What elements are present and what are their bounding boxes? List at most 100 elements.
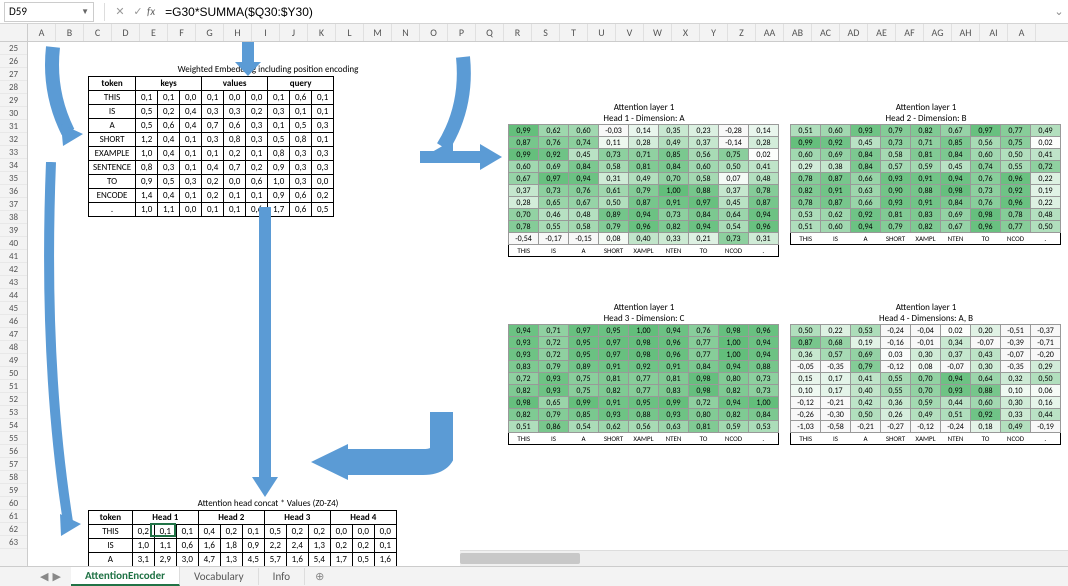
worksheet[interactable]: Weighted Embedding including position en…: [28, 42, 1068, 566]
col-header[interactable]: AI: [980, 24, 1008, 41]
row-header[interactable]: 35: [0, 172, 27, 185]
name-box[interactable]: D59 ▼: [4, 2, 94, 22]
col-header[interactable]: AG: [924, 24, 952, 41]
embedding-cell: 0,6: [290, 91, 312, 105]
col-header[interactable]: Q: [476, 24, 504, 41]
col-header[interactable]: AC: [812, 24, 840, 41]
fx-icon[interactable]: fx: [147, 5, 155, 18]
col-header[interactable]: K: [308, 24, 336, 41]
col-header[interactable]: AE: [868, 24, 896, 41]
row-header[interactable]: 33: [0, 146, 27, 159]
row-header[interactable]: 43: [0, 276, 27, 289]
col-header[interactable]: N: [392, 24, 420, 41]
tab-vocabulary[interactable]: Vocabulary: [180, 568, 259, 585]
col-header[interactable]: R: [504, 24, 532, 41]
heatmap-cell: 0,51: [791, 221, 821, 233]
row-header[interactable]: 34: [0, 159, 27, 172]
row-header[interactable]: 38: [0, 211, 27, 224]
tab-prev-icon[interactable]: ◀: [40, 570, 48, 583]
row-header[interactable]: 28: [0, 81, 27, 94]
row-header[interactable]: 41: [0, 250, 27, 263]
col-header[interactable]: T: [560, 24, 588, 41]
col-header[interactable]: L: [336, 24, 364, 41]
row-header[interactable]: 27: [0, 68, 27, 81]
col-header[interactable]: F: [168, 24, 196, 41]
col-header[interactable]: J: [280, 24, 308, 41]
col-header[interactable]: V: [616, 24, 644, 41]
col-header[interactable]: U: [588, 24, 616, 41]
col-header[interactable]: S: [532, 24, 560, 41]
col-header[interactable]: Z: [728, 24, 756, 41]
col-header[interactable]: X: [672, 24, 700, 41]
heatmap-cell: -0,37: [1031, 325, 1061, 337]
row-header[interactable]: 55: [0, 432, 27, 445]
row-header[interactable]: 60: [0, 497, 27, 510]
row-header[interactable]: 63: [0, 536, 27, 549]
row-header[interactable]: 37: [0, 198, 27, 211]
row-header[interactable]: 29: [0, 94, 27, 107]
tab-next-icon[interactable]: ▶: [52, 570, 60, 583]
col-header[interactable]: G: [196, 24, 224, 41]
formula-input[interactable]: [161, 3, 1050, 21]
heatmap-cell: 0,70: [509, 209, 539, 221]
name-box-dropdown-icon[interactable]: ▼: [81, 7, 89, 17]
row-header[interactable]: 58: [0, 471, 27, 484]
add-sheet-icon[interactable]: ⊕: [305, 570, 334, 583]
row-header[interactable]: 59: [0, 484, 27, 497]
row-header[interactable]: 50: [0, 367, 27, 380]
row-header[interactable]: 49: [0, 354, 27, 367]
row-header[interactable]: 42: [0, 263, 27, 276]
heatmap-cell: 0,60: [791, 149, 821, 161]
col-header[interactable]: H: [224, 24, 252, 41]
col-header[interactable]: D: [112, 24, 140, 41]
row-header[interactable]: 51: [0, 380, 27, 393]
col-header[interactable]: AD: [840, 24, 868, 41]
row-header[interactable]: 56: [0, 445, 27, 458]
heatmap-cell: 0,73: [749, 373, 779, 385]
col-header[interactable]: O: [420, 24, 448, 41]
row-header[interactable]: 46: [0, 315, 27, 328]
row-header[interactable]: 53: [0, 406, 27, 419]
row-header[interactable]: 30: [0, 107, 27, 120]
col-header[interactable]: AB: [784, 24, 812, 41]
col-header[interactable]: B: [56, 24, 84, 41]
col-header[interactable]: E: [140, 24, 168, 41]
scrollbar-thumb[interactable]: [460, 553, 580, 564]
row-header[interactable]: 31: [0, 120, 27, 133]
col-header[interactable]: AA: [756, 24, 784, 41]
col-header[interactable]: W: [644, 24, 672, 41]
row-header[interactable]: 40: [0, 237, 27, 250]
horizontal-scrollbar[interactable]: [460, 550, 1068, 566]
col-header[interactable]: P: [448, 24, 476, 41]
tab-info[interactable]: Info: [259, 568, 305, 585]
concat-cell: 0,0: [374, 525, 396, 539]
expand-formula-icon[interactable]: ⌄: [1050, 5, 1068, 18]
row-header[interactable]: 52: [0, 393, 27, 406]
row-header[interactable]: 47: [0, 328, 27, 341]
select-all-corner[interactable]: [0, 24, 28, 41]
row-header[interactable]: 45: [0, 302, 27, 315]
col-header[interactable]: A: [28, 24, 56, 41]
row-header[interactable]: 44: [0, 289, 27, 302]
row-header[interactable]: 25: [0, 42, 27, 55]
row-header[interactable]: 39: [0, 224, 27, 237]
row-header[interactable]: 62: [0, 523, 27, 536]
cancel-icon[interactable]: ✕: [111, 3, 129, 21]
col-header[interactable]: I: [252, 24, 280, 41]
col-header[interactable]: M: [364, 24, 392, 41]
row-header[interactable]: 36: [0, 185, 27, 198]
row-header[interactable]: 32: [0, 133, 27, 146]
tab-attentionencoder[interactable]: AttentionEncoder: [71, 567, 180, 586]
row-header[interactable]: 61: [0, 510, 27, 523]
row-header[interactable]: 57: [0, 458, 27, 471]
col-header[interactable]: AH: [952, 24, 980, 41]
col-header[interactable]: C: [84, 24, 112, 41]
row-header[interactable]: 54: [0, 419, 27, 432]
row-header[interactable]: 48: [0, 341, 27, 354]
embedding-cell: 0,1: [158, 91, 180, 105]
row-header[interactable]: 26: [0, 55, 27, 68]
col-header[interactable]: A: [1008, 24, 1036, 41]
col-header[interactable]: Y: [700, 24, 728, 41]
col-header[interactable]: AF: [896, 24, 924, 41]
confirm-icon[interactable]: ✓: [129, 3, 147, 21]
